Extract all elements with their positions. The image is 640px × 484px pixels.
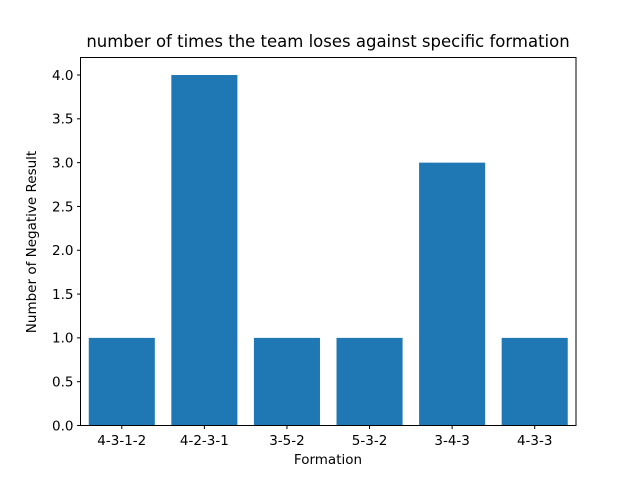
x-tick-label: 5-3-2 bbox=[352, 433, 388, 449]
x-tick-label: 4-3-1-2 bbox=[97, 433, 146, 449]
y-tick-label: 0.5 bbox=[52, 374, 73, 390]
chart-title: number of times the team loses against s… bbox=[86, 32, 569, 51]
bar-3-5-2 bbox=[253, 337, 320, 426]
bar-5-3-2 bbox=[336, 337, 403, 426]
y-tick-label: 2.0 bbox=[52, 243, 73, 259]
y-tick-label: 3.0 bbox=[52, 155, 73, 171]
y-axis-label: Number of Negative Result bbox=[24, 151, 40, 333]
y-tick-label: 1.0 bbox=[52, 331, 73, 347]
bar-4-3-3 bbox=[501, 337, 568, 426]
y-tick-label: 1.5 bbox=[52, 287, 73, 303]
x-axis-label: Formation bbox=[294, 452, 362, 468]
x-tick-label: 3-4-3 bbox=[434, 433, 470, 449]
y-tick-label: 4.0 bbox=[52, 68, 73, 84]
x-tick-label: 3-5-2 bbox=[269, 433, 305, 449]
x-tick-label: 4-2-3-1 bbox=[180, 433, 229, 449]
y-tick-label: 0.0 bbox=[52, 418, 73, 434]
bars-group bbox=[88, 75, 568, 426]
y-tick-label: 3.5 bbox=[52, 112, 73, 128]
plot-frame bbox=[80, 57, 577, 426]
x-tick-label: 4-3-3 bbox=[517, 433, 553, 449]
y-tick-label: 2.5 bbox=[52, 199, 73, 215]
bar-4-3-1-2 bbox=[88, 337, 155, 426]
bar-3-4-3 bbox=[419, 162, 486, 426]
bar-4-2-3-1 bbox=[171, 75, 238, 426]
y-ticks-group: 0.0 0.5 1.0 1.5 2.0 2.5 3.0 3.5 4.0 bbox=[52, 68, 81, 434]
x-ticks-group: 4-3-1-2 4-2-3-1 3-5-2 5-3-2 3-4-3 4-3-3 bbox=[97, 425, 553, 449]
axes-group bbox=[80, 57, 577, 426]
